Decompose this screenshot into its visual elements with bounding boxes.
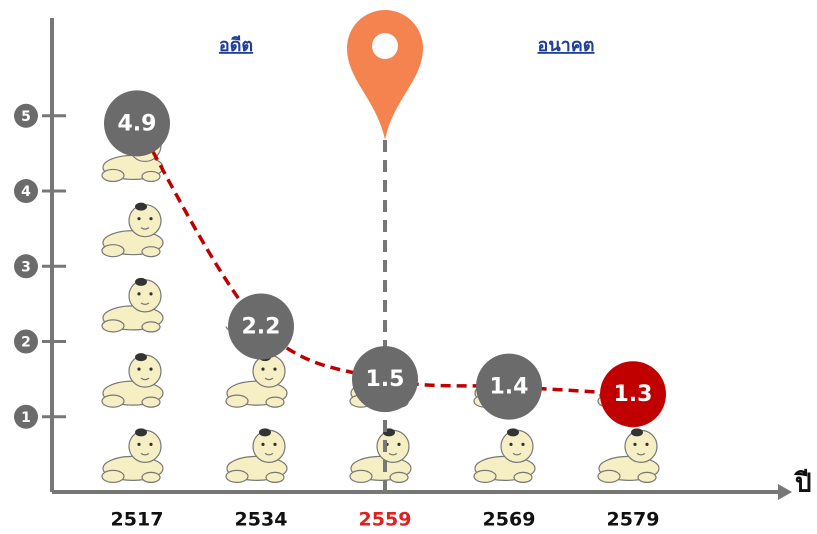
baby-icon [101, 277, 164, 333]
value-marker [228, 293, 294, 360]
y-tick-badge [14, 404, 38, 429]
y-tick-label: 2 [21, 335, 31, 351]
value-label: 2.2 [242, 314, 281, 339]
y-tick-label: 1 [21, 410, 31, 426]
value-label: 1.3 [614, 382, 653, 407]
baby-icon [101, 352, 164, 408]
value-marker [104, 90, 170, 157]
x-tick-label: 2517 [111, 509, 164, 531]
plot: ปี 1 2 3 4 5 อดีต อนาคต 4.9 2517 2.2 2534 1.5 2559 1.4… [14, 10, 812, 531]
y-tick-label: 5 [21, 109, 31, 125]
x-tick-label: 2559 [359, 509, 412, 531]
value-marker [476, 353, 542, 420]
x-tick-label: 2534 [235, 509, 288, 531]
y-tick-label: 3 [21, 259, 31, 275]
x-tick-label: 2579 [607, 509, 660, 531]
y-tick-badge [14, 329, 38, 354]
trend-line [135, 122, 634, 396]
baby-icon [597, 427, 660, 483]
y-tick-badge [14, 179, 38, 204]
x-axis-arrow [778, 484, 792, 500]
value-label: 4.9 [118, 111, 157, 136]
location-pin [347, 10, 423, 140]
value-label: 1.5 [366, 367, 405, 392]
location-pin-hole [372, 33, 398, 59]
period-label: อนาคต [538, 35, 595, 56]
value-marker [352, 346, 418, 413]
baby-icon [225, 352, 288, 408]
y-tick-badge [14, 254, 38, 279]
period-label: อดีต [219, 35, 253, 56]
x-axis-label: ปี [794, 469, 812, 499]
baby-icon [349, 427, 412, 483]
pictograph [101, 126, 164, 483]
baby-icon [473, 427, 536, 483]
y-tick-badge [14, 103, 38, 128]
baby-icon [101, 427, 164, 483]
value-label: 1.4 [490, 375, 529, 400]
baby-icon [101, 202, 164, 258]
x-tick-label: 2569 [483, 509, 536, 531]
baby-icon [225, 427, 288, 483]
value-marker [600, 361, 666, 428]
y-tick-label: 4 [21, 184, 31, 200]
